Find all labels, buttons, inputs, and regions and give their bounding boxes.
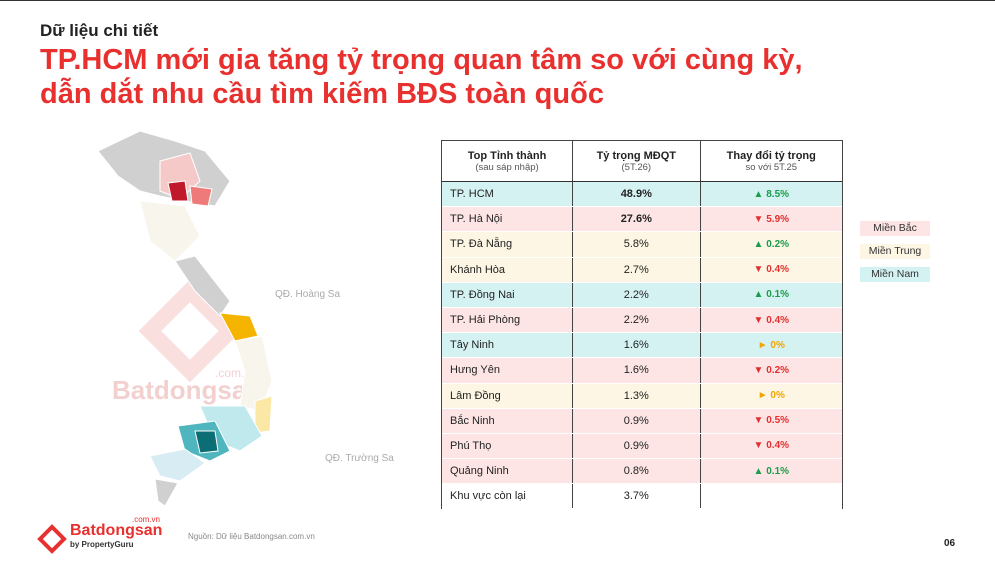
source: Nguồn: Dữ liệu Batdongsan.com.vn bbox=[188, 532, 315, 541]
title-line: TP.HCM mới gia tăng tỷ trọng quan tâm so… bbox=[40, 44, 803, 76]
table-row: TP. Hải Phòng 2.2% ▼ 0.4% bbox=[442, 307, 842, 334]
share: 0.9% bbox=[572, 408, 701, 434]
change: ▲ 8.5% bbox=[699, 181, 842, 208]
legend-item: Miền Bắc bbox=[860, 221, 930, 236]
province: TP. HCM bbox=[442, 181, 573, 208]
change bbox=[699, 483, 842, 510]
table-row: Tây Ninh 1.6% ► 0% bbox=[442, 332, 842, 359]
table: Top Tỉnh thành (sau sáp nhập) Tỷ trọng MĐQ… bbox=[442, 141, 842, 510]
table-row: TP. Đồng Nai 2.2% ▲ 0.1% bbox=[442, 282, 842, 308]
province: Lâm Đồng bbox=[442, 383, 573, 409]
table-row: Bắc Ninh 0.9% ▼ 0.5% bbox=[442, 408, 842, 434]
table-row: TP. Đà Nẵng 5.8% ▲ 0.2% bbox=[442, 231, 842, 258]
column-title: Thay đổi tỷ trọng bbox=[726, 149, 816, 162]
share: 1.6% bbox=[572, 357, 701, 384]
share: 1.3% bbox=[572, 383, 701, 409]
province: Bắc Ninh bbox=[442, 408, 573, 434]
province: Phú Thọ bbox=[442, 433, 573, 460]
share: 3.7% bbox=[572, 483, 701, 510]
share: 0.8% bbox=[572, 458, 701, 485]
change: ▲ 0.1% bbox=[699, 458, 842, 485]
map-label: QĐ. Trường Sa bbox=[325, 453, 394, 464]
byline: by PropertyGuru bbox=[70, 540, 134, 549]
title-line: dẫn dắt nhu cầu tìm kiếm BĐS toàn quốc bbox=[40, 78, 604, 110]
table-row: Khánh Hòa 2.7% ▼ 0.4% bbox=[442, 257, 842, 283]
change: ▼ 0.4% bbox=[699, 307, 842, 334]
change: ▼ 0.5% bbox=[699, 408, 842, 434]
brand-suffix: .com.vn bbox=[132, 515, 160, 524]
title: TP.HCM mới gia tăng tỷ trọng quan tâm so… bbox=[40, 43, 803, 111]
share: 48.9% bbox=[572, 181, 701, 208]
column-subtitle: so với 5T.25 bbox=[745, 161, 798, 173]
change: ▼ 5.9% bbox=[699, 206, 842, 233]
column-header: Thay đổi tỷ trọng so với 5T.25 bbox=[699, 141, 842, 182]
province: TP. Hà Nội bbox=[442, 206, 573, 233]
province: Khu vực còn lại bbox=[442, 483, 573, 510]
provinces bbox=[97, 130, 273, 507]
table-row: Lâm Đồng 1.3% ► 0% bbox=[442, 383, 842, 409]
column-title: Top Tỉnh thành bbox=[467, 149, 547, 162]
share: 2.7% bbox=[572, 257, 701, 283]
change: ► 0% bbox=[699, 383, 842, 409]
change: ▼ 0.4% bbox=[699, 433, 842, 460]
legend-item: Miền Nam bbox=[860, 267, 930, 282]
legend-item: Miền Trung bbox=[860, 244, 930, 259]
table-row: TP. HCM 48.9% ▲ 8.5% bbox=[442, 181, 842, 208]
share: 2.2% bbox=[572, 307, 701, 334]
change: ▲ 0.1% bbox=[699, 282, 842, 308]
province: Khánh Hòa bbox=[442, 257, 573, 283]
watermark: Batdongsan bbox=[112, 375, 262, 405]
province: Hưng Yên bbox=[442, 357, 573, 384]
table-row: Quảng Ninh 0.8% ▲ 0.1% bbox=[442, 458, 842, 485]
column-title: Tỷ trọng MĐQT bbox=[596, 149, 676, 162]
province: TP. Đà Nẵng bbox=[442, 231, 573, 258]
brand: Batdongsan bbox=[70, 522, 162, 539]
column-subtitle: (5T.26) bbox=[621, 161, 652, 173]
share: 5.8% bbox=[572, 231, 701, 258]
share: 27.6% bbox=[572, 206, 701, 233]
change: ► 0% bbox=[699, 332, 842, 359]
column-header: Tỷ trọng MĐQT (5T.26) bbox=[572, 141, 701, 182]
province: Quảng Ninh bbox=[442, 458, 573, 485]
column-subtitle: (sau sáp nhập) bbox=[475, 161, 539, 173]
change: ▼ 0.2% bbox=[699, 357, 842, 384]
province: Tây Ninh bbox=[442, 332, 573, 359]
province: TP. Đồng Nai bbox=[442, 282, 573, 308]
change: ▼ 0.4% bbox=[699, 257, 842, 283]
column-header: Top Tỉnh thành (sau sáp nhập) bbox=[442, 141, 573, 182]
change: ▲ 0.2% bbox=[699, 231, 842, 258]
table-row: Khu vực còn lại 3.7% bbox=[442, 483, 842, 510]
page-number: 06 bbox=[944, 538, 956, 549]
share: 1.6% bbox=[572, 332, 701, 359]
province: TP. Hải Phòng bbox=[442, 307, 573, 334]
table-row: TP. Hà Nội 27.6% ▼ 5.9% bbox=[442, 206, 842, 233]
table-row: Hưng Yên 1.6% ▼ 0.2% bbox=[442, 357, 842, 384]
logo bbox=[37, 524, 67, 554]
kicker: Dữ liệu chi tiết bbox=[40, 21, 159, 40]
share: 0.9% bbox=[572, 433, 701, 460]
table-row: Phú Thọ 0.9% ▼ 0.4% bbox=[442, 433, 842, 460]
share: 2.2% bbox=[572, 282, 701, 308]
map-label: QĐ. Hoàng Sa bbox=[275, 289, 340, 300]
